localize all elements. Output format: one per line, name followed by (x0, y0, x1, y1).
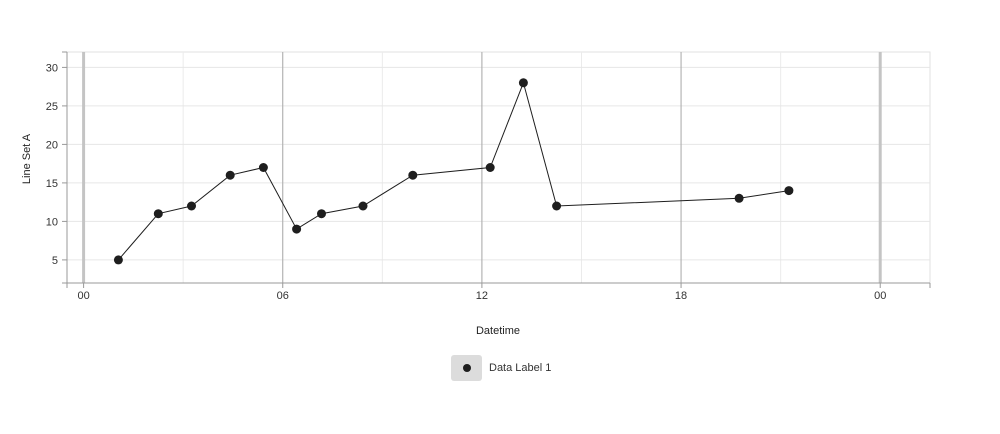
data-point (317, 209, 326, 219)
data-point (408, 170, 418, 180)
x-tick-label: 06 (277, 290, 289, 302)
data-point (113, 255, 123, 265)
data-point (258, 163, 268, 172)
grid (66, 51, 931, 284)
y-tick-label: 15 (46, 178, 58, 190)
y-tick-label: 5 (52, 255, 58, 267)
series-layer (113, 78, 794, 265)
data-point (734, 193, 744, 203)
series-line (118, 81, 789, 261)
y-tick-label: 10 (46, 216, 58, 228)
legend[interactable]: Data Label 1 (451, 355, 551, 381)
y-tick-label: 25 (46, 101, 58, 113)
x-tick-label: 00 (77, 290, 89, 302)
x-tick-label: 00 (874, 290, 886, 302)
data-point (292, 224, 302, 234)
data-point (187, 201, 196, 211)
x-tick-label: 18 (675, 290, 687, 302)
axes: 5 10 15 20 25 30 00 06 12 18 00 (46, 51, 931, 302)
data-point (784, 186, 794, 196)
legend-marker-icon (462, 364, 471, 372)
x-tick-label: 12 (476, 290, 488, 302)
data-point (518, 78, 528, 88)
plot-frame (66, 51, 931, 284)
y-tick-label: 20 (46, 139, 58, 151)
legend-label: Data Label 1 (489, 362, 552, 374)
data-point (358, 201, 368, 211)
data-point (552, 201, 562, 211)
legend-swatch[interactable] (451, 355, 482, 381)
x-axis-title: Datetime (476, 325, 520, 337)
data-point (485, 163, 495, 172)
y-tick-label: 30 (46, 62, 58, 74)
data-point (225, 170, 235, 180)
data-point (153, 209, 163, 219)
y-axis-title: Line Set A (21, 133, 33, 184)
